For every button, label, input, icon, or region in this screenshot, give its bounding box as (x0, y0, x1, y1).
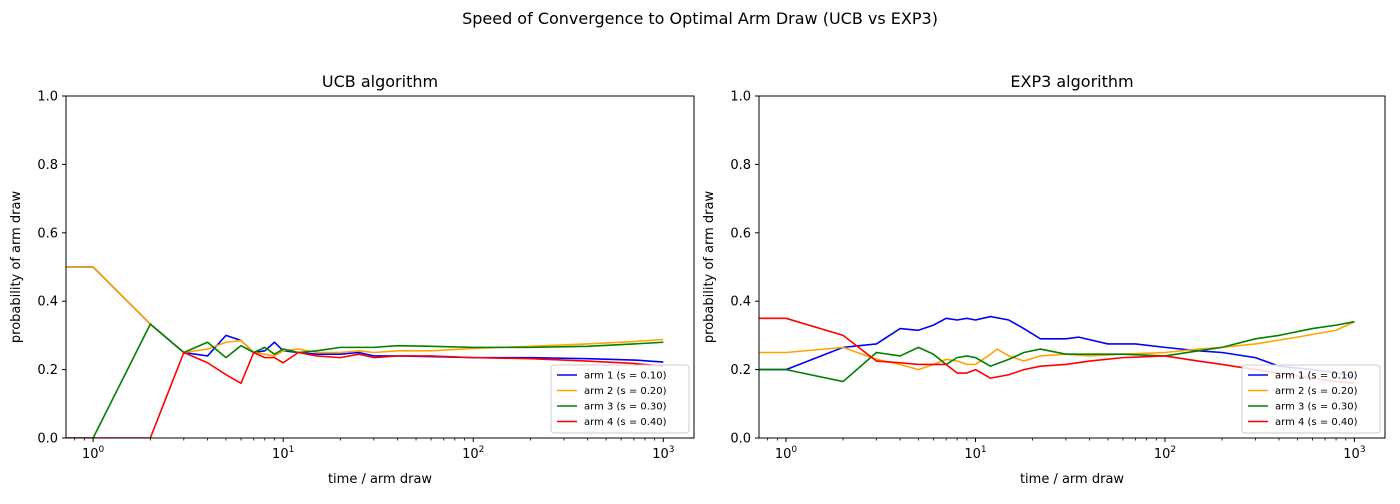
y-tick-label: 0.4 (730, 295, 751, 310)
legend-label-1: arm 1 (s = 0.10) (584, 371, 667, 382)
legend-label-4: arm 4 (s = 0.40) (1275, 417, 1358, 428)
legend-frame (550, 364, 690, 434)
legend: arm 1 (s = 0.10) arm 2 (s = 0.20) arm 3 (s… (550, 364, 690, 434)
x-tick-label: 100 (82, 445, 105, 462)
legend-label-4: arm 4 (s = 0.40) (584, 417, 667, 428)
y-axis-label: probability of arm draw (9, 191, 24, 344)
series-line-3 (759, 320, 1355, 383)
x-tick-label: 103 (1343, 445, 1365, 462)
y-tick-label: 1.0 (730, 90, 751, 105)
x-tick-label: 101 (964, 445, 986, 462)
figure-title: Speed of Convergence to Optimal Arm Draw… (462, 9, 938, 28)
y-tick-label: 0.8 (37, 158, 58, 173)
y-tick-label: 0.4 (37, 295, 58, 310)
series-line-4 (66, 351, 664, 438)
plot-frame (758, 95, 1386, 439)
y-tick-label: 0.6 (730, 226, 751, 241)
legend-label-1: arm 1 (s = 0.10) (1275, 371, 1358, 382)
chart-title: UCB algorithm (322, 72, 438, 91)
plot-frame (65, 95, 695, 439)
x-tick-label: 101 (272, 445, 294, 462)
y-tick-label: 0.8 (730, 158, 751, 173)
y-tick-label: 0.2 (37, 363, 58, 378)
legend-label-2: arm 2 (s = 0.20) (1275, 386, 1358, 397)
legend-label-3: arm 3 (s = 0.30) (584, 402, 667, 413)
x-axis-label: time / arm draw (328, 472, 432, 487)
y-tick-label: 0.2 (730, 363, 751, 378)
legend: arm 1 (s = 0.10) arm 2 (s = 0.20) arm 3 (s… (1241, 364, 1381, 434)
chart-title: EXP3 algorithm (1010, 72, 1133, 91)
y-tick-label: 0.0 (37, 432, 58, 447)
series-line-1 (759, 315, 1355, 378)
legend-label-3: arm 3 (s = 0.30) (1275, 402, 1358, 413)
y-tick-label: 0.0 (730, 432, 751, 447)
x-tick-label: 100 (775, 445, 798, 462)
y-tick-label: 1.0 (37, 90, 58, 105)
legend-label-2: arm 2 (s = 0.20) (584, 386, 667, 397)
y-axis-label: probability of arm draw (702, 191, 717, 344)
x-tick-label: 102 (1154, 445, 1176, 462)
chart-panel-2: EXP3 algorithm 0.0 0.2 0.4 0.6 0.8 1.0 100 101 10… (702, 72, 1386, 487)
series-line-2 (66, 266, 664, 357)
y-tick-label: 0.6 (37, 226, 58, 241)
chart-panel-1: UCB algorithm 0.0 0.2 0.4 0.6 0.8 1.0 100 101 102… (9, 72, 695, 487)
x-axis-label: time / arm draw (1020, 472, 1124, 487)
legend-frame (1241, 364, 1381, 434)
x-tick-label: 102 (462, 445, 484, 462)
series-line-2 (759, 320, 1355, 371)
x-tick-label: 103 (652, 445, 674, 462)
